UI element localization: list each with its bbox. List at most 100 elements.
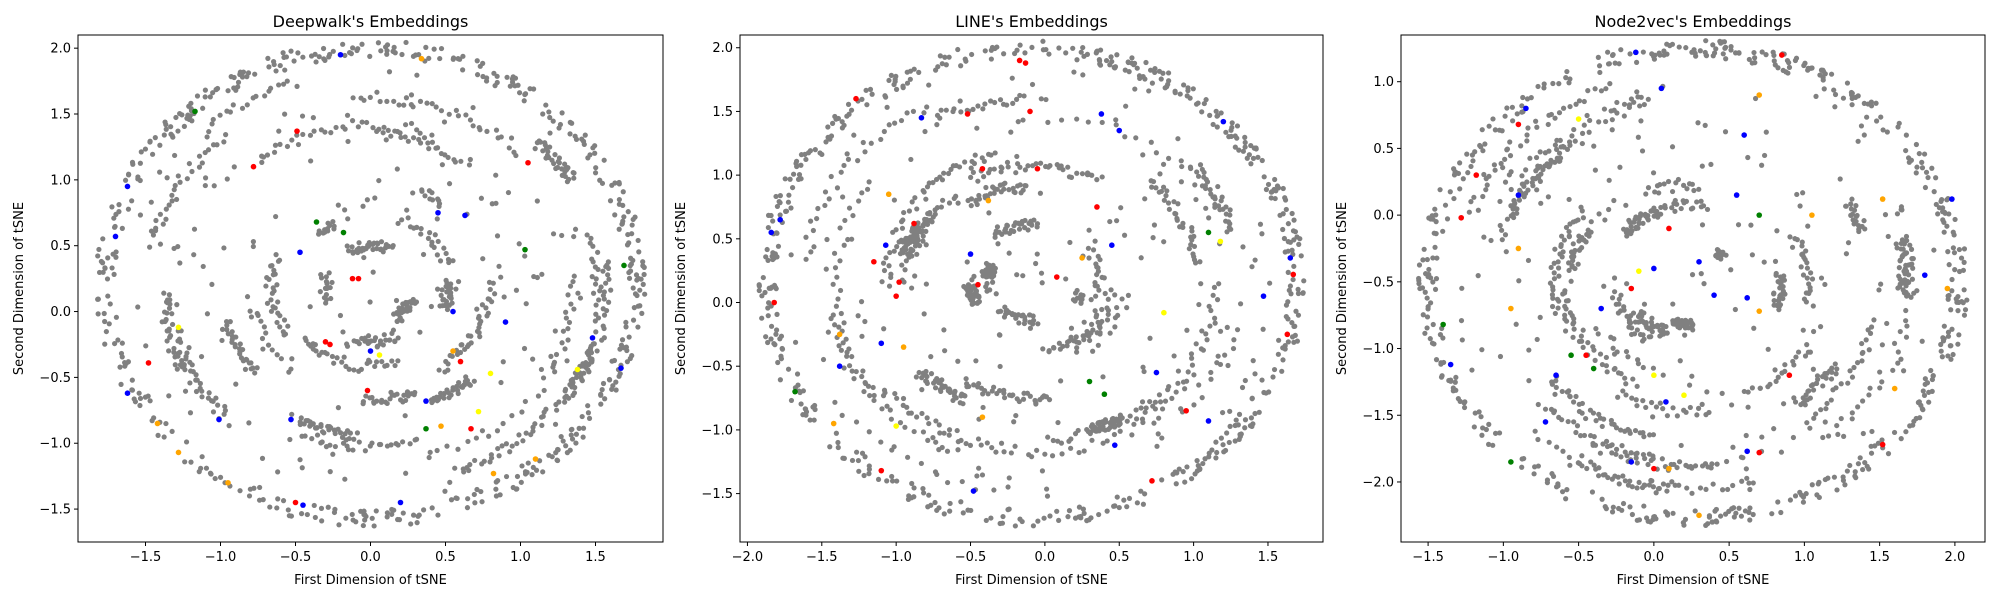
grey-point-node2vec xyxy=(1641,336,1647,342)
grey-point-deepwalk xyxy=(580,434,586,440)
grey-point-line xyxy=(940,197,946,203)
grey-point-line xyxy=(1210,292,1216,298)
grey-point-line xyxy=(954,427,960,434)
grey-point-deepwalk xyxy=(434,145,441,151)
x-tick-label-line: −2.0 xyxy=(732,550,764,565)
grey-point-line xyxy=(1236,411,1243,417)
grey-point-line xyxy=(1096,323,1102,329)
grey-point-node2vec xyxy=(1771,291,1777,297)
colored-point-node2vec xyxy=(1666,225,1672,232)
grey-point-line xyxy=(909,285,915,291)
grey-point-line xyxy=(1232,422,1238,429)
grey-point-line xyxy=(1134,500,1140,506)
grey-point-deepwalk xyxy=(407,441,413,447)
grey-point-line xyxy=(955,200,961,206)
grey-point-deepwalk xyxy=(259,159,265,165)
grey-point-line xyxy=(766,300,772,306)
grey-point-deepwalk xyxy=(522,253,528,259)
grey-point-line xyxy=(1291,339,1297,345)
grey-point-deepwalk xyxy=(640,259,646,265)
grey-point-node2vec xyxy=(1469,367,1475,373)
grey-point-line xyxy=(1249,396,1255,402)
grey-point-line xyxy=(923,219,929,226)
grey-point-deepwalk xyxy=(550,231,557,237)
grey-point-node2vec xyxy=(1857,455,1863,461)
grey-point-line xyxy=(1033,161,1039,167)
grey-point-line xyxy=(1140,152,1146,158)
grey-point-line xyxy=(862,318,868,325)
grey-point-node2vec xyxy=(1567,462,1573,468)
grey-point-line xyxy=(1014,153,1020,160)
grey-point-line xyxy=(1133,135,1139,141)
grey-point-line xyxy=(1165,81,1171,87)
grey-point-node2vec xyxy=(1649,315,1655,321)
grey-point-line xyxy=(1227,212,1233,218)
grey-point-node2vec xyxy=(1475,207,1481,213)
grey-point-line xyxy=(955,358,961,364)
grey-point-deepwalk xyxy=(439,287,445,293)
grey-point-node2vec xyxy=(1828,376,1835,382)
grey-point-node2vec xyxy=(1622,375,1628,381)
grey-point-deepwalk xyxy=(638,276,644,282)
grey-point-deepwalk xyxy=(247,486,253,492)
grey-point-deepwalk xyxy=(405,215,411,221)
grey-point-node2vec xyxy=(1579,140,1585,147)
grey-point-line xyxy=(1050,344,1057,351)
grey-point-node2vec xyxy=(1519,456,1525,462)
grey-point-line xyxy=(1213,108,1219,114)
grey-point-deepwalk xyxy=(344,243,350,249)
grey-point-line xyxy=(1212,315,1218,321)
grey-point-line xyxy=(764,246,770,253)
grey-point-line xyxy=(756,287,762,294)
grey-point-deepwalk xyxy=(386,69,393,75)
grey-point-deepwalk xyxy=(328,295,334,302)
grey-point-deepwalk xyxy=(209,121,215,127)
grey-point-node2vec xyxy=(1478,414,1484,420)
grey-point-node2vec xyxy=(1497,353,1504,360)
grey-point-node2vec xyxy=(1560,105,1567,111)
grey-point-line xyxy=(875,476,882,483)
grey-point-node2vec xyxy=(1819,373,1826,380)
grey-point-line xyxy=(1100,440,1106,446)
grey-point-node2vec xyxy=(1661,52,1667,58)
grey-point-line xyxy=(936,422,942,428)
grey-point-node2vec xyxy=(1655,486,1662,492)
grey-point-line xyxy=(1217,328,1224,334)
grey-point-deepwalk xyxy=(585,403,591,409)
grey-point-line xyxy=(901,209,907,216)
grey-point-node2vec xyxy=(1832,91,1839,98)
grey-point-line xyxy=(968,196,975,202)
grey-point-node2vec xyxy=(1627,478,1633,484)
grey-point-node2vec xyxy=(1579,245,1585,251)
grey-point-deepwalk xyxy=(472,500,478,506)
grey-point-node2vec xyxy=(1598,88,1605,94)
grey-point-line xyxy=(1141,368,1147,375)
grey-point-line xyxy=(1081,448,1087,454)
grey-point-node2vec xyxy=(1634,403,1640,409)
grey-point-deepwalk xyxy=(625,231,631,238)
grey-point-line xyxy=(789,184,796,191)
grey-point-line xyxy=(1096,287,1102,293)
grey-point-line xyxy=(1107,424,1113,430)
grey-point-line xyxy=(899,225,906,231)
grey-point-line xyxy=(1056,340,1062,346)
grey-point-line xyxy=(959,478,965,485)
grey-point-node2vec xyxy=(1608,417,1615,424)
grey-point-node2vec xyxy=(1763,129,1769,135)
grey-point-line xyxy=(855,457,862,464)
grey-point-line xyxy=(778,356,785,362)
grey-point-deepwalk xyxy=(390,48,396,54)
grey-point-deepwalk xyxy=(452,465,458,471)
grey-point-line xyxy=(775,359,781,366)
grey-point-node2vec xyxy=(1896,265,1902,271)
grey-point-deepwalk xyxy=(429,242,435,248)
grey-point-deepwalk xyxy=(477,334,483,340)
grey-point-node2vec xyxy=(1510,203,1516,209)
grey-point-node2vec xyxy=(1627,504,1633,510)
grey-point-node2vec xyxy=(1424,256,1430,263)
grey-point-node2vec xyxy=(1648,319,1655,325)
grey-point-line xyxy=(765,313,771,319)
grey-point-node2vec xyxy=(1453,387,1459,393)
grey-point-deepwalk xyxy=(552,421,559,427)
grey-point-line xyxy=(1226,134,1232,140)
